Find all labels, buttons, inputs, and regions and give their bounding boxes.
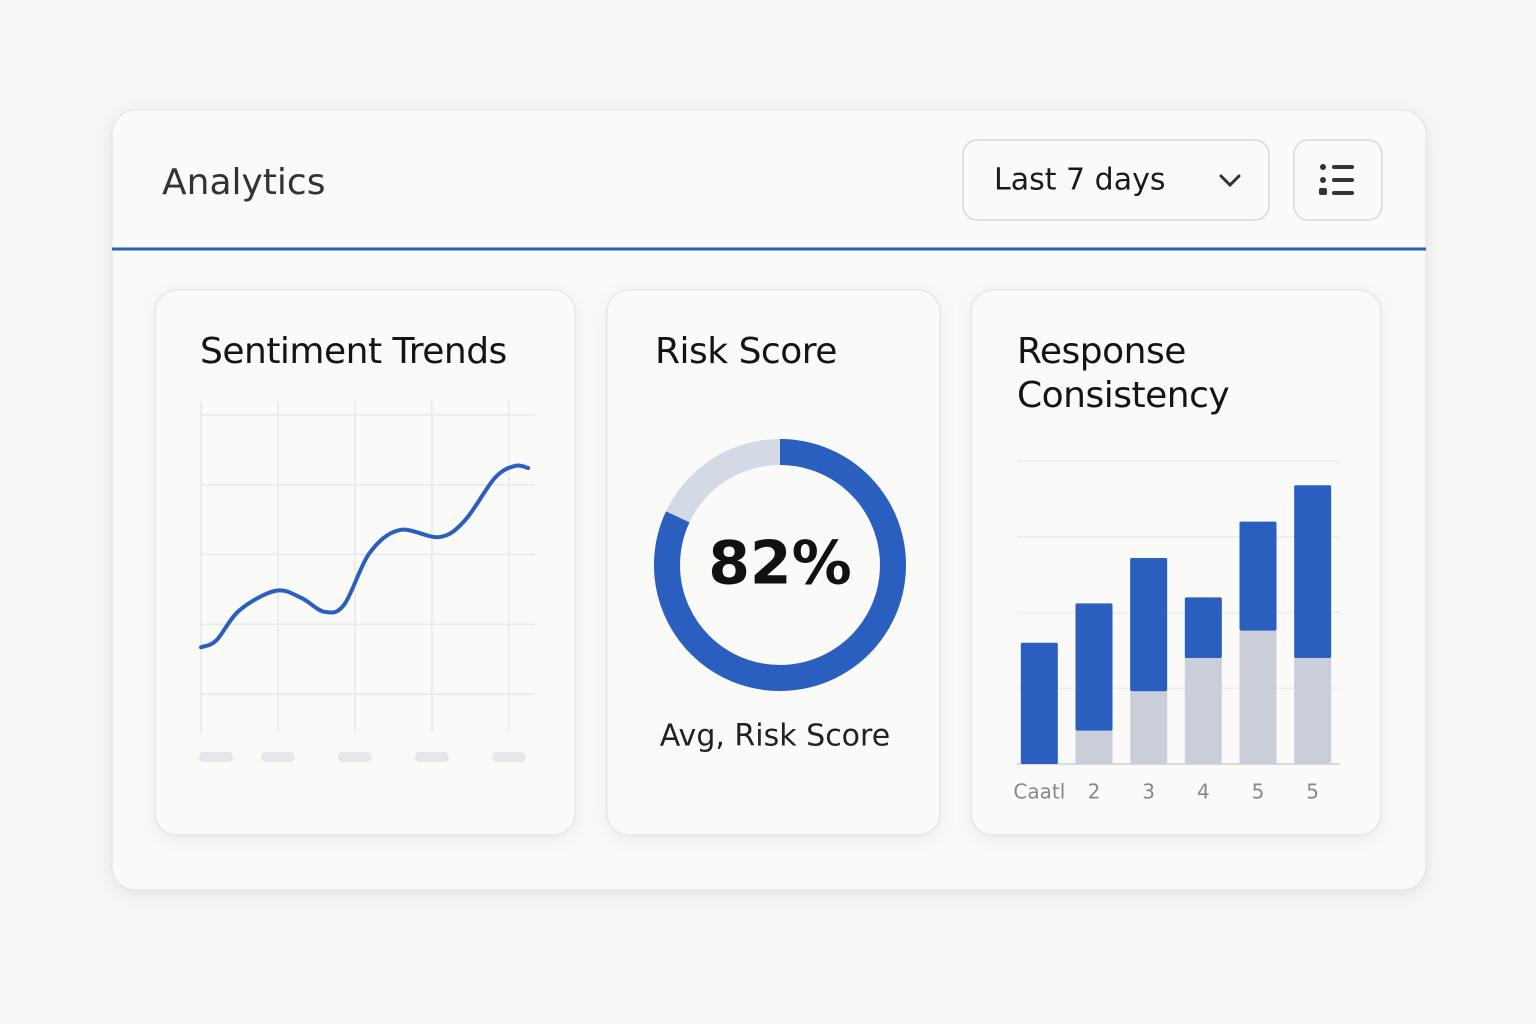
x-tick-placeholder [491, 752, 526, 762]
x-tick-label: 4 [1197, 780, 1210, 804]
card [606, 289, 941, 836]
bar-segment [1239, 521, 1277, 631]
x-tick-placeholder [414, 752, 449, 762]
bar-segment [1294, 657, 1332, 764]
line [199, 463, 531, 650]
x-tick-label: 5 [1306, 780, 1319, 804]
range-select-label: Last 7 days [994, 163, 1165, 198]
x-tick-label: 5 [1252, 780, 1265, 804]
x-tick-label: Caatl [1013, 780, 1065, 804]
bar-segment [1130, 691, 1168, 764]
bar-segment [1239, 630, 1277, 764]
range-select[interactable] [962, 139, 1270, 221]
bar-segment [1294, 485, 1332, 658]
donut-caption: Avg, Risk Score [660, 719, 890, 754]
donut-arc [654, 439, 906, 691]
card-title: Sentiment Trends [200, 331, 507, 372]
donut-value: 82% [708, 529, 852, 599]
card-title: Risk Score [655, 331, 837, 372]
header-title: Analytics [162, 162, 325, 203]
card [970, 289, 1382, 836]
chevron-icon [1219, 174, 1241, 188]
bar-segment [1184, 597, 1222, 658]
card-title: Response Consistency [1017, 331, 1230, 416]
bar-segment [1130, 557, 1168, 692]
bar-segment [1075, 603, 1113, 731]
x-tick-label: 3 [1142, 780, 1155, 804]
x-tick-placeholder [199, 752, 233, 762]
x-tick-label: 2 [1088, 780, 1101, 804]
bar-segment [1075, 730, 1113, 764]
list-icon [1319, 164, 1354, 195]
x-tick-placeholder [337, 752, 372, 762]
x-tick-placeholder [260, 752, 295, 762]
bar-segment [1184, 657, 1222, 764]
bar-segment [1020, 642, 1058, 764]
